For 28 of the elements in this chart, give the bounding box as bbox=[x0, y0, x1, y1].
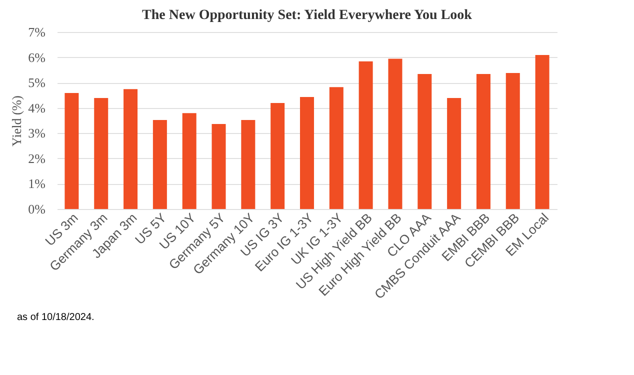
chart-title: The New Opportunity Set: Yield Everywhere You Look bbox=[142, 8, 472, 23]
bar bbox=[94, 98, 108, 209]
bar bbox=[418, 74, 432, 209]
y-axis-title: Yield (%) bbox=[9, 96, 24, 146]
text: as of 10/18/2024. bbox=[17, 312, 94, 323]
bar bbox=[447, 98, 462, 209]
bar bbox=[124, 89, 138, 209]
bar bbox=[270, 103, 285, 209]
y-tick-label: 5% bbox=[28, 75, 46, 90]
y-tick-label: 1% bbox=[28, 176, 46, 192]
bar bbox=[506, 72, 520, 209]
bar bbox=[64, 92, 79, 209]
y-tick-label: 4% bbox=[28, 100, 46, 116]
bar bbox=[476, 74, 490, 209]
bar bbox=[212, 124, 226, 209]
bar bbox=[535, 55, 550, 209]
y-tick-label: 3% bbox=[28, 126, 46, 141]
y-tick-label: 0% bbox=[28, 202, 46, 216]
bar bbox=[241, 120, 256, 209]
bar bbox=[152, 120, 167, 209]
bar bbox=[358, 61, 373, 209]
y-tick-label: 2% bbox=[28, 150, 46, 166]
y-tick-label: 7% bbox=[28, 24, 46, 40]
y-tick-label: 6% bbox=[28, 50, 46, 65]
bar bbox=[182, 113, 196, 209]
bar bbox=[388, 58, 402, 209]
bar bbox=[329, 87, 344, 209]
bar bbox=[300, 96, 314, 209]
